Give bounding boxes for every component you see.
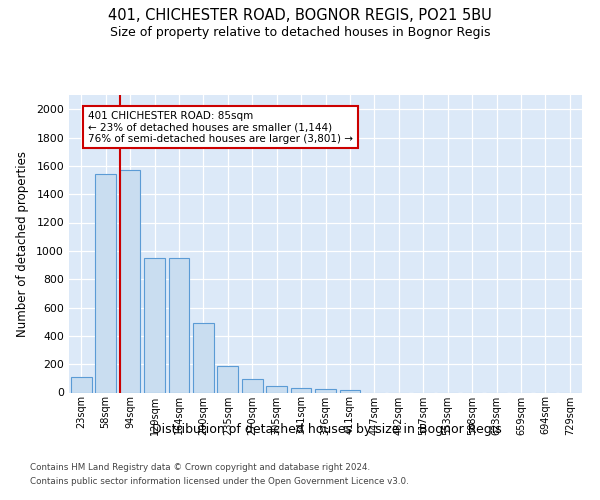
Bar — [193, 323, 214, 392]
Text: 401 CHICHESTER ROAD: 85sqm
← 23% of detached houses are smaller (1,144)
76% of s: 401 CHICHESTER ROAD: 85sqm ← 23% of deta… — [88, 110, 353, 144]
Bar — [144, 258, 165, 392]
Bar — [242, 379, 263, 392]
Y-axis label: Number of detached properties: Number of detached properties — [16, 151, 29, 337]
Text: Contains HM Land Registry data © Crown copyright and database right 2024.: Contains HM Land Registry data © Crown c… — [30, 464, 370, 472]
Bar — [266, 386, 287, 392]
Bar — [95, 174, 116, 392]
Bar — [119, 170, 140, 392]
Bar — [169, 258, 190, 392]
Text: Contains public sector information licensed under the Open Government Licence v3: Contains public sector information licen… — [30, 477, 409, 486]
Bar — [315, 390, 336, 392]
Bar — [340, 390, 361, 392]
Text: Size of property relative to detached houses in Bognor Regis: Size of property relative to detached ho… — [110, 26, 490, 39]
Text: 401, CHICHESTER ROAD, BOGNOR REGIS, PO21 5BU: 401, CHICHESTER ROAD, BOGNOR REGIS, PO21… — [108, 8, 492, 22]
Bar — [71, 377, 92, 392]
Text: Distribution of detached houses by size in Bognor Regis: Distribution of detached houses by size … — [152, 422, 502, 436]
Bar — [290, 388, 311, 392]
Bar — [217, 366, 238, 392]
